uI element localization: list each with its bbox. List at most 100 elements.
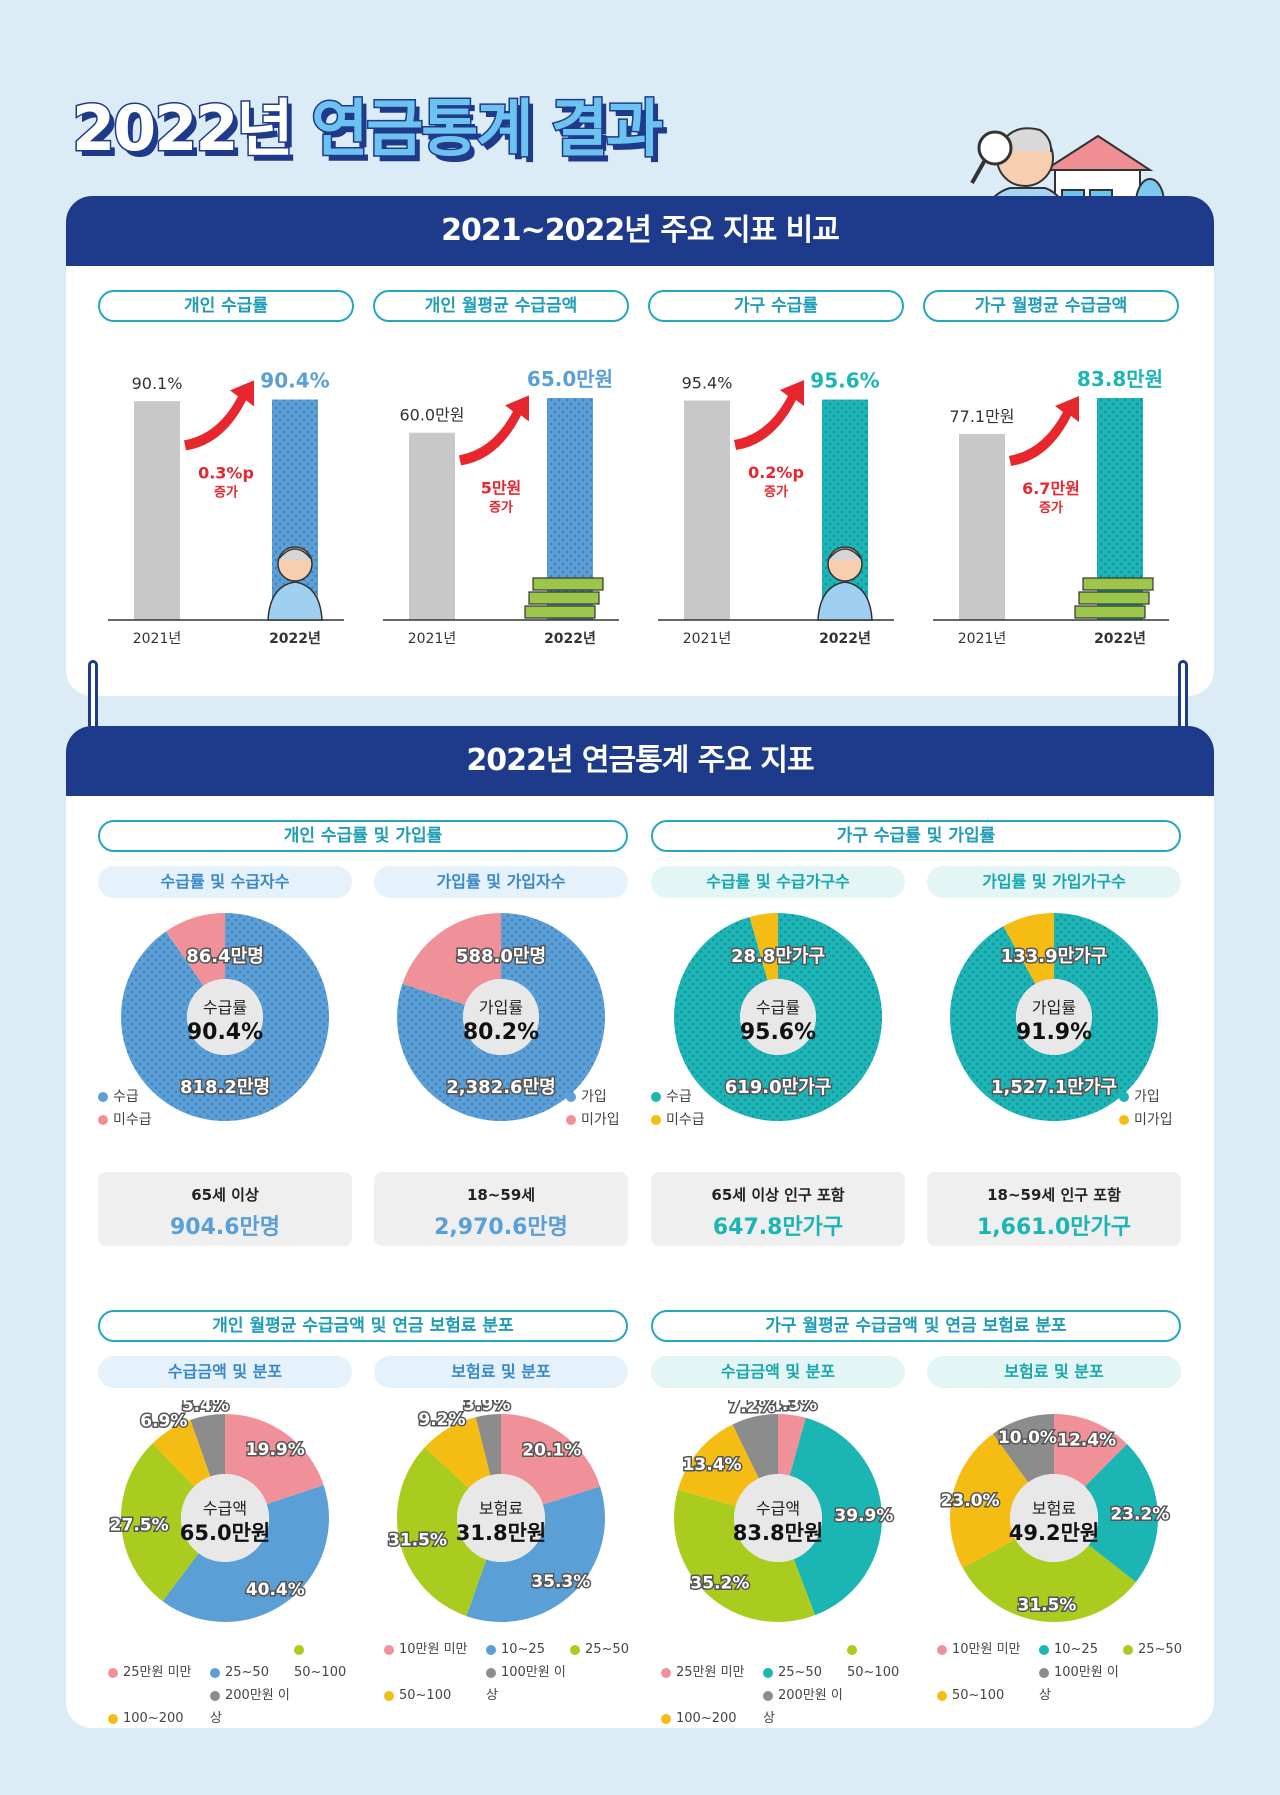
donut-center (181, 1474, 269, 1562)
comparison-panel: 2021~2022년 주요 지표 비교 (66, 196, 1214, 696)
center-value: 83.8만원 (733, 1521, 823, 1545)
group-title-personal-dist: 개인 월평균 수급금액 및 연금 보험료 분포 (98, 1310, 628, 1342)
main-count-label: 2,382.6만명 (446, 1077, 555, 1098)
value-label-2022: 65.0만원 (527, 367, 613, 391)
legend-swatch (847, 1644, 857, 1655)
legend-swatch (566, 1115, 576, 1125)
donut-slice (396, 1447, 487, 1617)
increase-arrow-icon (1009, 395, 1079, 466)
legend-swatch (1119, 1092, 1129, 1102)
legend-label: 100~200 (676, 1711, 737, 1726)
bar-2021 (409, 432, 455, 620)
legend-swatch (108, 1667, 118, 1678)
slice-percent-label: 10.0% (998, 1428, 1057, 1448)
legend-swatch (210, 1667, 220, 1678)
legend-swatch (937, 1690, 947, 1701)
legend-item: 10만원 미만 (937, 1638, 1039, 1661)
chart-legend: 25만원 미만 25~50 50~100 100~200 200만원 이상 (661, 1638, 911, 1730)
slice-percent-label: 39.9% (834, 1506, 893, 1526)
donut-slice (120, 913, 329, 1121)
donut-center (463, 979, 539, 1055)
title-year: 2022년 (71, 91, 296, 167)
legend-item: 10만원 미만 (384, 1638, 486, 1661)
chart-subtitle: 수급금액 및 분포 (651, 1356, 905, 1388)
center-label: 가입률 (1032, 998, 1076, 1017)
donut-slice (950, 1433, 1029, 1568)
donut-slice (962, 1539, 1136, 1622)
person-icon (267, 546, 323, 621)
bar-2021 (684, 400, 730, 620)
total-box-label: 65세 이상 인구 포함 (711, 1186, 845, 1204)
center-value: 91.9% (1016, 1020, 1092, 1045)
legend-swatch (1039, 1667, 1049, 1678)
legend-label: 100만원 이상 (1039, 1665, 1119, 1703)
donut-slice (152, 1419, 211, 1487)
chart-subtitle: 수급금액 및 분포 (98, 1356, 352, 1388)
legend-label: 미수급 (666, 1112, 705, 1128)
chart-legend: 10만원 미만 10~25 25~50 50~100 100만원 이상 (384, 1638, 634, 1707)
donut-center (457, 1474, 545, 1562)
legend-label: 25~50 (225, 1665, 269, 1680)
total-box: 65세 이상 904.6만명 (98, 1172, 352, 1246)
legend-label: 10만원 미만 (952, 1642, 1021, 1657)
center-label: 수급액 (756, 1499, 800, 1518)
legend-label: 50~100 (847, 1665, 900, 1680)
legend-item: 50~100 (847, 1638, 907, 1684)
donut-slice (121, 1443, 199, 1602)
slice-percent-label: 35.2% (690, 1573, 749, 1593)
slice-percent-label: 6.9% (140, 1411, 187, 1431)
x-tick-2022: 2022년 (544, 631, 596, 647)
comparison-header: 2021~2022년 주요 지표 비교 (66, 196, 1214, 266)
legend-swatch (384, 1644, 394, 1655)
legend-label: 25~50 (585, 1642, 629, 1657)
distribution-donut-chart: 보험료 49.2만원 12.4% 23.2% 31.5% 23.0% 10.0% (939, 1414, 1171, 1622)
legend-swatch (210, 1690, 220, 1701)
distribution-donut-chart: 수급액 65.0만원 19.9% 40.4% 27.5% 6.9%5.4% (108, 1400, 329, 1622)
legend-label: 10~25 (501, 1642, 545, 1657)
center-label: 보험료 (1032, 1499, 1076, 1518)
x-tick-2021: 2021년 (133, 631, 182, 647)
legend-label: 200만원 이상 (210, 1688, 290, 1726)
legend-swatch (651, 1092, 661, 1102)
indicator-pill: 가구 수급률 (648, 290, 904, 322)
total-box: 18~59세 인구 포함 1,661.0만가구 (927, 1172, 1181, 1246)
legend-swatch (294, 1644, 304, 1655)
legend-swatch (661, 1713, 671, 1724)
slice-percent-label: 20.1% (522, 1441, 581, 1461)
donut-slice (1084, 1443, 1158, 1583)
donut-slice (950, 913, 1158, 1121)
legend-label: 가입 (581, 1089, 607, 1105)
donut-slice (1003, 913, 1054, 984)
main-count-label: 1,527.1만가구 (991, 1077, 1117, 1098)
donut-slice (225, 1414, 324, 1505)
chart-subtitle: 가입률 및 가입가구수 (927, 866, 1181, 898)
chart-subtitle: 수급률 및 수급자수 (98, 866, 352, 898)
legend-label: 미가입 (1134, 1112, 1173, 1128)
legend-item: 50~100 (294, 1638, 354, 1684)
donut-slice (190, 1414, 225, 1477)
change-label: 증가 (489, 500, 513, 515)
total-box-value: 2,970.6만명 (434, 1215, 568, 1240)
chart-subtitle: 가입률 및 가입자수 (374, 866, 628, 898)
center-value: 80.2% (463, 1020, 539, 1045)
legend-swatch (108, 1713, 118, 1724)
minor-count-label: 86.4만명 (186, 946, 264, 967)
donut-center (734, 1474, 822, 1562)
total-box-label: 18~59세 인구 포함 (987, 1186, 1121, 1204)
main-count-label: 619.0만가구 (725, 1077, 832, 1098)
legend-item: 10~25 (486, 1638, 570, 1661)
change-value: 6.7만원 (1022, 479, 1080, 498)
legend-swatch (566, 1092, 576, 1102)
indicator-pill: 개인 수급률 (98, 290, 354, 322)
donut-slice (732, 1414, 778, 1479)
slice-percent-label: 5.4% (182, 1400, 229, 1416)
slice-percent-label: 19.9% (246, 1440, 305, 1460)
bar-2021 (134, 401, 180, 620)
legend-swatch (763, 1690, 773, 1701)
value-label-2021: 77.1만원 (949, 407, 1014, 426)
money-stack-icon (524, 577, 604, 619)
legend-item: 수급 (98, 1086, 152, 1109)
bar-2021 (959, 433, 1005, 620)
indicator-pill: 가구 월평균 수급금액 (923, 290, 1179, 322)
change-label: 증가 (214, 485, 238, 500)
